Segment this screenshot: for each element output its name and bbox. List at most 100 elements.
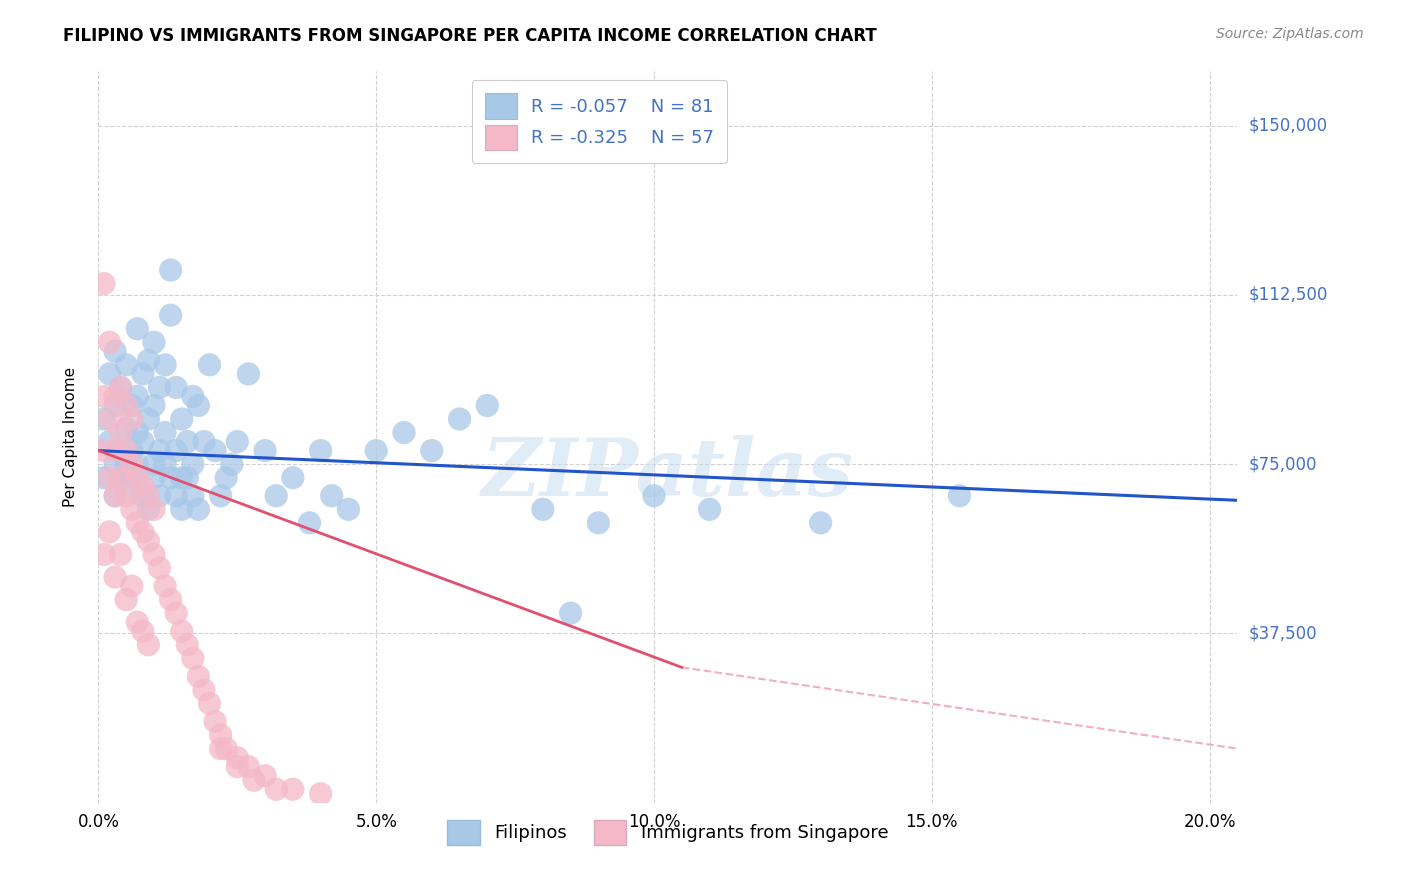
Point (132, 480, 155, 494)
Point (121, 502, 143, 516)
Point (104, 570, 127, 584)
Point (132, 434, 155, 449)
Point (254, 443, 277, 458)
Point (449, 412, 471, 426)
Point (148, 561, 170, 575)
Point (193, 434, 215, 449)
Point (104, 344, 127, 359)
Point (121, 412, 143, 426)
Point (309, 443, 332, 458)
Point (110, 443, 132, 458)
Point (110, 471, 132, 485)
Point (93, 412, 115, 426)
Point (127, 322, 149, 336)
Point (121, 399, 143, 413)
Point (143, 335, 166, 350)
Legend: Filipinos, Immigrants from Singapore: Filipinos, Immigrants from Singapore (440, 813, 896, 852)
Point (115, 480, 138, 494)
Point (176, 434, 198, 449)
Point (181, 457, 204, 471)
Point (127, 389, 149, 403)
Point (281, 471, 304, 485)
Point (176, 638, 198, 652)
Point (209, 489, 232, 503)
Point (209, 741, 232, 756)
Point (181, 489, 204, 503)
Point (121, 457, 143, 471)
Point (93, 389, 115, 403)
Point (132, 367, 155, 381)
Point (110, 425, 132, 440)
Point (98, 471, 121, 485)
Text: ZIPatlas: ZIPatlas (482, 435, 853, 512)
Point (115, 443, 138, 458)
Point (127, 471, 149, 485)
Point (98, 335, 121, 350)
Point (132, 524, 155, 539)
Point (420, 443, 443, 458)
Point (309, 787, 332, 801)
Point (104, 489, 127, 503)
Point (148, 489, 170, 503)
Point (115, 358, 138, 372)
Point (337, 502, 360, 516)
Point (127, 425, 149, 440)
Point (132, 624, 155, 639)
Point (143, 471, 166, 485)
Point (104, 389, 127, 403)
Point (121, 579, 143, 593)
Point (392, 425, 415, 440)
Point (281, 782, 304, 797)
Point (588, 516, 610, 530)
Point (643, 489, 665, 503)
Point (115, 592, 138, 607)
Point (243, 773, 266, 788)
Point (138, 489, 160, 503)
Point (560, 606, 582, 620)
Point (170, 502, 193, 516)
Point (238, 760, 260, 774)
Point (93, 443, 115, 458)
Point (165, 606, 187, 620)
Point (165, 489, 187, 503)
Point (165, 380, 187, 394)
Point (121, 443, 143, 458)
Point (321, 489, 343, 503)
Text: $150,000: $150,000 (1249, 117, 1327, 135)
Point (204, 443, 226, 458)
Point (104, 399, 127, 413)
Point (104, 443, 127, 458)
Point (143, 548, 166, 562)
Point (110, 380, 132, 394)
Point (138, 502, 160, 516)
Point (143, 399, 166, 413)
Point (115, 399, 138, 413)
Point (115, 489, 138, 503)
Point (98, 524, 121, 539)
Point (193, 682, 215, 697)
Text: $37,500: $37,500 (1249, 624, 1317, 642)
Point (810, 516, 832, 530)
Point (298, 516, 321, 530)
Point (221, 457, 243, 471)
Point (104, 457, 127, 471)
Text: FILIPINO VS IMMIGRANTS FROM SINGAPORE PER CAPITA INCOME CORRELATION CHART: FILIPINO VS IMMIGRANTS FROM SINGAPORE PE… (63, 27, 877, 45)
Point (531, 502, 554, 516)
Point (143, 457, 166, 471)
Point (127, 615, 149, 630)
Point (159, 592, 181, 607)
Point (159, 308, 181, 322)
Point (110, 380, 132, 394)
Point (138, 533, 160, 548)
Point (209, 728, 232, 742)
Point (127, 516, 149, 530)
Point (204, 714, 226, 729)
Point (127, 457, 149, 471)
Point (115, 457, 138, 471)
Point (159, 471, 181, 485)
Point (187, 502, 209, 516)
Point (159, 263, 181, 277)
Point (226, 750, 249, 764)
Point (226, 434, 249, 449)
Point (187, 399, 209, 413)
